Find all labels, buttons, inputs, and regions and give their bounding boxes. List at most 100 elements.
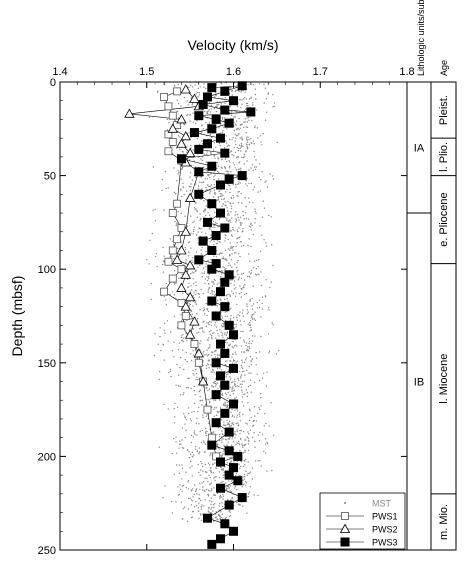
mst-point <box>199 86 201 88</box>
pws3-marker <box>211 358 221 368</box>
mst-point <box>215 256 218 258</box>
mst-point <box>229 264 231 266</box>
y-tick-label: 150 <box>38 358 56 370</box>
mst-point <box>220 481 222 484</box>
mst-point <box>246 117 249 119</box>
mst-point <box>233 280 236 282</box>
mst-point <box>270 281 272 283</box>
mst-point <box>233 461 235 463</box>
mst-point <box>220 299 222 301</box>
mst-point <box>241 123 243 126</box>
mst-point <box>243 110 245 112</box>
mst-point <box>223 421 225 423</box>
mst-point <box>248 342 250 345</box>
mst-point <box>210 467 212 469</box>
mst-point <box>215 511 217 513</box>
mst-point <box>235 137 237 139</box>
mst-point <box>219 494 222 497</box>
mst-point <box>226 188 228 191</box>
mst-point <box>265 180 267 182</box>
mst-point <box>232 390 234 392</box>
mst-point <box>234 140 236 142</box>
mst-point <box>192 149 194 151</box>
mst-point <box>257 273 259 275</box>
mst-point <box>239 147 241 149</box>
age-label: e. Pliocene <box>438 192 450 246</box>
mst-point <box>196 332 198 334</box>
mst-point <box>237 237 239 239</box>
pws3-marker <box>220 408 230 418</box>
mst-point <box>214 385 217 387</box>
mst-point <box>202 440 205 442</box>
mst-point <box>224 167 227 170</box>
mst-point <box>235 287 237 289</box>
mst-point <box>242 505 244 507</box>
mst-point <box>207 112 209 115</box>
mst-point <box>227 144 229 146</box>
mst-point <box>184 415 186 417</box>
mst-point <box>180 488 182 490</box>
mst-point <box>226 311 228 313</box>
mst-point <box>233 275 235 278</box>
mst-point <box>190 359 193 362</box>
mst-point <box>242 330 244 333</box>
mst-point <box>253 186 256 188</box>
mst-point <box>249 300 251 302</box>
mst-point <box>228 420 231 423</box>
mst-point <box>213 183 215 186</box>
mst-point <box>217 226 219 228</box>
mst-point <box>211 239 213 242</box>
mst-point <box>194 394 196 396</box>
mst-point <box>198 494 200 496</box>
mst-point <box>229 188 232 190</box>
pws1-marker <box>164 130 173 139</box>
mst-point <box>266 245 268 247</box>
mst-point <box>214 192 216 194</box>
mst-point <box>269 286 271 288</box>
mst-point <box>222 474 224 476</box>
mst-point <box>216 239 218 242</box>
mst-point <box>250 372 252 374</box>
mst-point <box>249 355 252 358</box>
mst-point <box>187 386 190 389</box>
mst-point <box>244 475 246 478</box>
mst-point <box>192 295 194 297</box>
mst-point <box>205 161 207 163</box>
mst-point <box>234 133 236 136</box>
mst-point <box>259 250 262 252</box>
mst-point <box>229 437 231 439</box>
mst-point <box>230 211 232 213</box>
mst-point <box>214 279 216 282</box>
mst-point <box>186 151 188 153</box>
mst-point <box>198 517 200 519</box>
mst-point <box>215 467 218 470</box>
mst-point <box>230 307 232 309</box>
pws3-marker <box>215 371 225 381</box>
mst-point <box>220 496 222 498</box>
mst-point <box>180 178 182 180</box>
mst-point <box>245 484 247 487</box>
mst-point <box>207 276 210 278</box>
mst-point <box>215 146 217 148</box>
pws3-marker <box>207 199 217 209</box>
age-label: l. Plio. <box>438 142 450 172</box>
mst-point <box>188 132 190 134</box>
mst-point <box>201 404 203 406</box>
mst-point <box>215 242 218 245</box>
mst-point <box>188 251 190 253</box>
mst-point <box>259 190 261 192</box>
pws3-marker <box>194 255 204 265</box>
mst-point <box>218 240 220 243</box>
mst-point <box>195 290 197 292</box>
mst-point <box>242 272 245 274</box>
mst-point <box>190 420 193 422</box>
mst-point <box>207 170 209 172</box>
mst-point <box>205 250 207 253</box>
mst-point <box>244 118 247 120</box>
mst-point <box>206 178 208 180</box>
mst-point <box>250 361 252 363</box>
age-label: Pleist. <box>438 95 450 125</box>
mst-point <box>206 363 209 365</box>
mst-point <box>238 162 240 164</box>
